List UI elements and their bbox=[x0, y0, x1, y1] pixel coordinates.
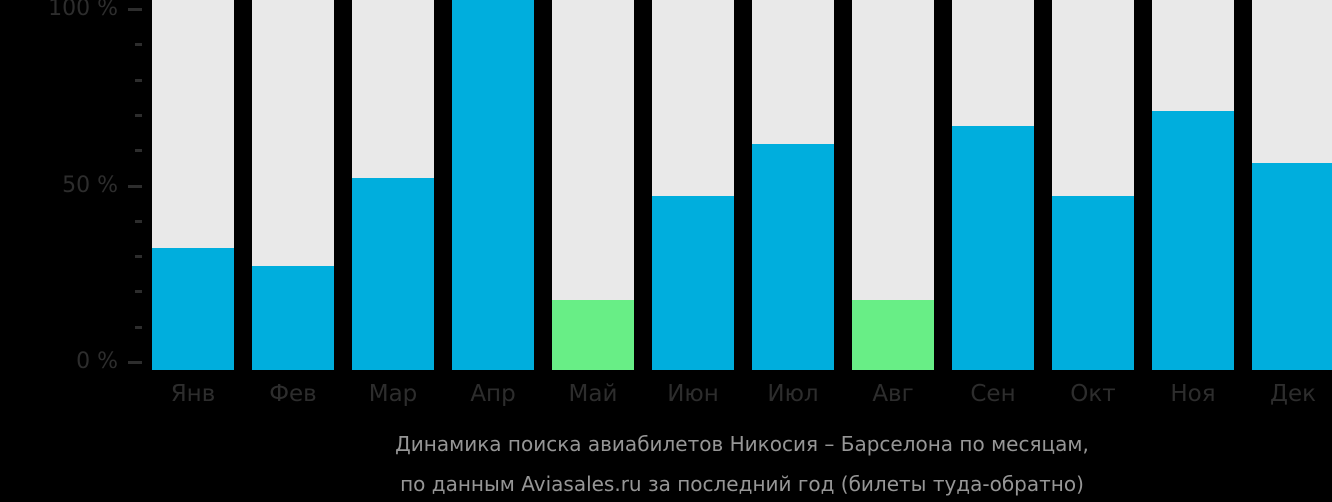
x-label-Апр: Апр bbox=[470, 381, 516, 407]
y-label-50: 50 % bbox=[62, 172, 118, 198]
bar-Дек bbox=[1252, 162, 1332, 370]
bar-Июн bbox=[652, 196, 734, 370]
x-label-Сен: Сен bbox=[970, 381, 1016, 407]
y-axis: 100 % 50 % 0 % bbox=[0, 0, 152, 380]
x-label-Янв: Янв bbox=[170, 381, 216, 407]
bar-track-Апр bbox=[452, 0, 534, 370]
bar-Авг bbox=[852, 299, 934, 370]
y-minor-tick-70 bbox=[135, 113, 142, 117]
bar-Июл bbox=[752, 144, 834, 370]
x-label-Авг: Авг bbox=[872, 381, 914, 407]
bar-track-Окт bbox=[1052, 0, 1134, 370]
y-label-0: 0 % bbox=[76, 349, 118, 374]
plot-area bbox=[152, 0, 1332, 370]
x-label-Фев: Фев bbox=[269, 381, 317, 407]
bar-track-Авг bbox=[852, 0, 934, 370]
y-minor-tick-90 bbox=[135, 43, 142, 47]
bar-Янв bbox=[152, 247, 234, 370]
y-major-tick-50 bbox=[128, 184, 142, 188]
x-label-Ноя: Ноя bbox=[1170, 381, 1216, 407]
y-minor-tick-80 bbox=[135, 78, 142, 82]
bar-track-Янв bbox=[152, 0, 234, 370]
y-major-tick-0 bbox=[128, 361, 142, 364]
y-minor-tick-60 bbox=[135, 149, 142, 153]
y-minor-tick-20 bbox=[135, 290, 142, 294]
bar-track-Июн bbox=[652, 0, 734, 370]
bar-track-Май bbox=[552, 0, 634, 370]
chart-caption: Динамика поиска авиабилетов Никосия – Ба… bbox=[152, 424, 1332, 502]
y-minor-tick-10 bbox=[135, 325, 142, 329]
y-major-tick-100 bbox=[128, 8, 142, 11]
bar-Фев bbox=[252, 266, 334, 370]
x-axis: Янв Фев Мар Апр Май Июн Июл Авг Сен Окт Ноя Дек bbox=[152, 381, 1332, 413]
bar-Ноя bbox=[1152, 111, 1234, 370]
caption-line-2: по данным Aviasales.ru за последний год … bbox=[400, 472, 1084, 496]
bar-Май bbox=[552, 299, 634, 370]
caption-line-1: Динамика поиска авиабилетов Никосия – Ба… bbox=[395, 432, 1089, 456]
bar-Сен bbox=[952, 125, 1034, 370]
x-label-Май: Май bbox=[568, 381, 618, 407]
y-minor-tick-40 bbox=[135, 219, 142, 223]
bar-Мар bbox=[352, 177, 434, 370]
bar-track-Дек bbox=[1252, 0, 1332, 370]
y-label-100: 100 % bbox=[48, 0, 118, 21]
bar-track-Сен bbox=[952, 0, 1034, 370]
x-label-Июл: Июл bbox=[767, 381, 819, 407]
bar-track-Мар bbox=[352, 0, 434, 370]
bar-track-Фев bbox=[252, 0, 334, 370]
y-minor-tick-30 bbox=[135, 255, 142, 259]
bar-track-Ноя bbox=[1152, 0, 1234, 370]
x-label-Мар: Мар bbox=[368, 381, 418, 407]
bar-track-Июл bbox=[752, 0, 834, 370]
bar-Апр bbox=[452, 0, 534, 370]
x-label-Окт: Окт bbox=[1070, 381, 1116, 407]
x-label-Июн: Июн bbox=[667, 381, 719, 407]
bar-Окт bbox=[1052, 196, 1134, 370]
x-label-Дек: Дек bbox=[1269, 381, 1316, 407]
